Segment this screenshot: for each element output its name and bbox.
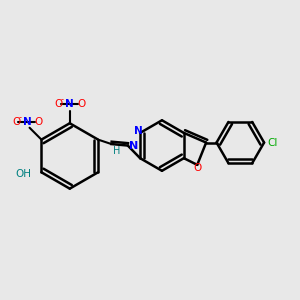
- Text: N: N: [134, 126, 143, 136]
- Text: N: N: [129, 140, 139, 151]
- Text: O: O: [34, 117, 43, 127]
- Text: O: O: [12, 117, 20, 127]
- Text: O: O: [77, 99, 85, 109]
- Text: N: N: [65, 99, 74, 109]
- Text: Cl: Cl: [267, 138, 278, 148]
- Text: H: H: [113, 146, 120, 155]
- Text: OH: OH: [15, 169, 31, 179]
- Text: -: -: [60, 95, 63, 104]
- Text: -: -: [18, 113, 21, 122]
- Text: O: O: [54, 99, 63, 109]
- Text: N: N: [23, 117, 32, 127]
- Text: O: O: [193, 164, 201, 173]
